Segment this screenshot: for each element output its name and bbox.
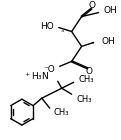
Text: ⁻O: ⁻O (43, 65, 55, 74)
Text: ,,: ,, (91, 38, 95, 45)
Text: CH₃: CH₃ (54, 108, 69, 117)
Text: ,,: ,, (61, 25, 65, 32)
Text: $^+$H₃N: $^+$H₃N (23, 70, 50, 82)
Text: OH: OH (102, 37, 115, 46)
Text: HO: HO (40, 22, 54, 31)
Text: O: O (85, 67, 92, 76)
Text: CH₃: CH₃ (77, 95, 92, 104)
Text: OH: OH (103, 6, 117, 15)
Text: CH₃: CH₃ (79, 75, 94, 84)
Text: O: O (88, 1, 95, 10)
